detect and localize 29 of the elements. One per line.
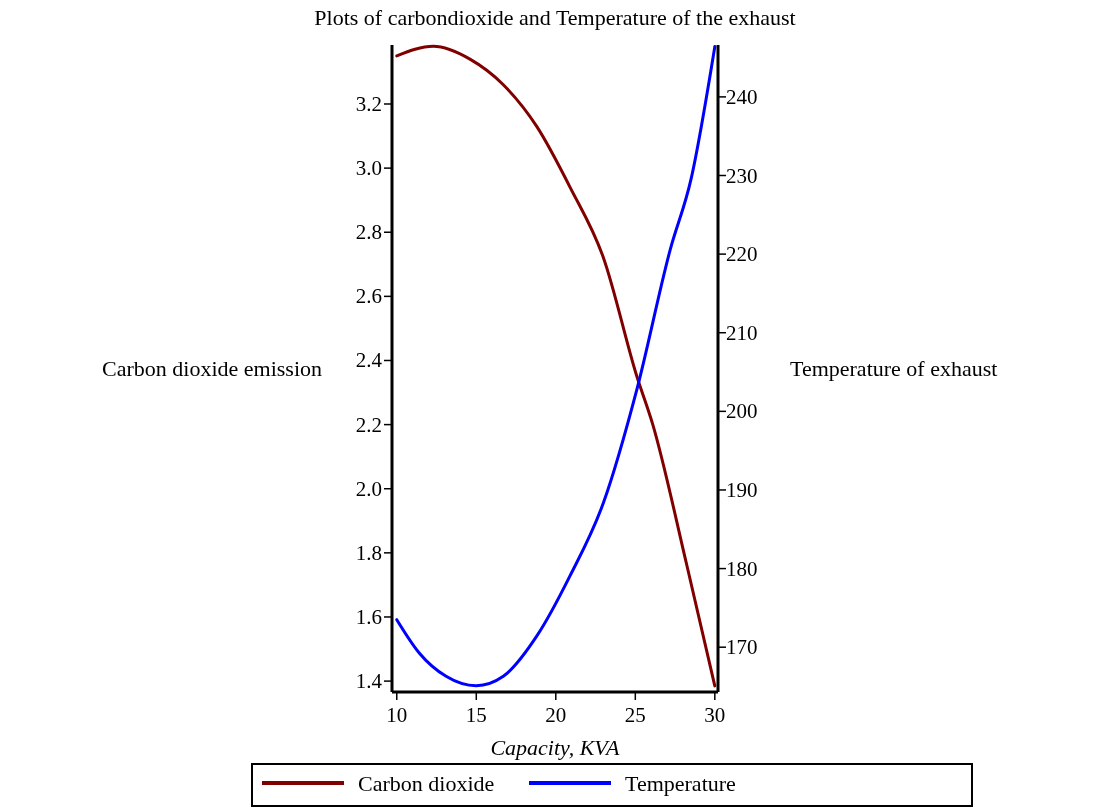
y-tick-label: 1.8 — [355, 540, 382, 565]
x-tick-label: 15 — [465, 703, 487, 727]
y-tick-label: 1.6 — [355, 604, 382, 629]
y-axis-title: Carbon dioxide emission — [102, 356, 322, 381]
legend-label: Temperature — [625, 771, 736, 796]
y-tick-label: 2.0 — [355, 476, 382, 501]
y2-tick-label: 200 — [726, 399, 758, 424]
chart-title: Plots of carbondioxide and Temperature of the exhaust — [314, 5, 796, 30]
y2-tick-label: 220 — [726, 242, 758, 267]
y-tick-label: 2.4 — [355, 348, 383, 373]
y-tick-label: 2.2 — [355, 412, 382, 437]
y2-axis-title: Temperature of exhaust — [790, 356, 998, 381]
x-tick-label: 10 — [386, 703, 408, 727]
x-tick-label: 30 — [704, 703, 726, 727]
y2-tick-label: 190 — [726, 477, 758, 502]
y-tick-label: 2.6 — [355, 284, 382, 309]
y2-tick-label: 240 — [726, 84, 758, 109]
y-tick-label: 3.2 — [355, 91, 382, 116]
y-tick-label: 2.8 — [355, 220, 382, 245]
y-tick-label: 1.4 — [355, 669, 383, 694]
y2-tick-label: 170 — [726, 635, 758, 660]
y2-tick-label: 180 — [726, 556, 758, 581]
y-tick-label: 3.0 — [355, 156, 382, 181]
y2-tick-label: 230 — [726, 163, 758, 188]
x-tick-label: 25 — [624, 703, 646, 727]
x-tick-label: 20 — [545, 703, 567, 727]
legend-label: Carbon dioxide — [358, 771, 495, 796]
x-axis-title: Capacity, KVA — [490, 735, 621, 760]
y2-tick-label: 210 — [726, 320, 758, 345]
